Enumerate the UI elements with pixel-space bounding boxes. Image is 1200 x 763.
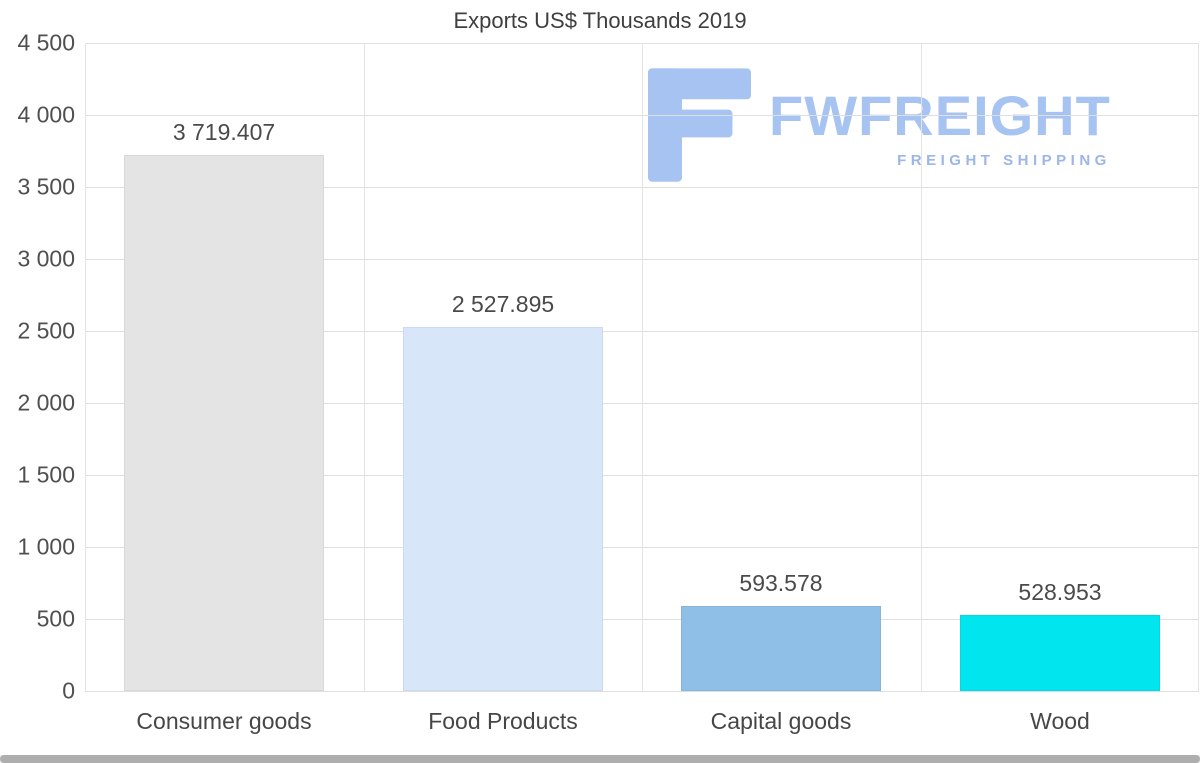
- bar-capital-goods[interactable]: [681, 606, 881, 691]
- bar-value-label: 2 527.895: [451, 291, 555, 317]
- x-axis-category-label: Capital goods: [710, 708, 852, 734]
- bar-value-label: 3 719.407: [172, 119, 276, 145]
- y-axis-tick-label: 3 500: [17, 173, 75, 200]
- gridline-vertical: [85, 43, 86, 691]
- gridline-vertical: [921, 43, 922, 691]
- gridline-vertical: [1198, 43, 1199, 691]
- bar-consumer-goods[interactable]: [124, 155, 324, 691]
- logo-tagline: FREIGHT SHIPPING: [897, 152, 1111, 169]
- gridline-vertical: [642, 43, 643, 691]
- x-axis-category-label: Food Products: [428, 708, 578, 734]
- y-axis-tick-label: 2 000: [17, 389, 75, 416]
- y-axis-tick-label: 0: [62, 677, 75, 704]
- plot-area: 3 719.407 2 527.895 593.578 528.953: [85, 43, 1199, 692]
- y-axis-tick-label: 4 500: [17, 29, 75, 56]
- y-axis-tick-label: 1 000: [17, 533, 75, 560]
- gridline-horizontal: [85, 691, 1199, 692]
- x-axis-category-label: Consumer goods: [136, 708, 312, 734]
- chart-title: Exports US$ Thousands 2019: [453, 8, 747, 33]
- horizontal-scrollbar-thumb[interactable]: [0, 755, 1200, 763]
- bar-value-label: 528.953: [1018, 579, 1102, 605]
- y-axis-tick-label: 500: [36, 605, 75, 632]
- gridline-vertical: [364, 43, 365, 691]
- y-axis-tick-label: 1 500: [17, 461, 75, 488]
- horizontal-scrollbar-track[interactable]: [0, 755, 1200, 763]
- x-axis-category-label: Wood: [1030, 708, 1090, 734]
- y-axis-tick-label: 3 000: [17, 245, 75, 272]
- logo-f-icon: [648, 68, 751, 182]
- y-axis-tick-label: 2 500: [17, 317, 75, 344]
- y-axis-tick-label: 4 000: [17, 101, 75, 128]
- bar-value-label: 593.578: [739, 570, 823, 596]
- bar-wood[interactable]: [960, 615, 1160, 691]
- bar-food-products[interactable]: [403, 327, 603, 691]
